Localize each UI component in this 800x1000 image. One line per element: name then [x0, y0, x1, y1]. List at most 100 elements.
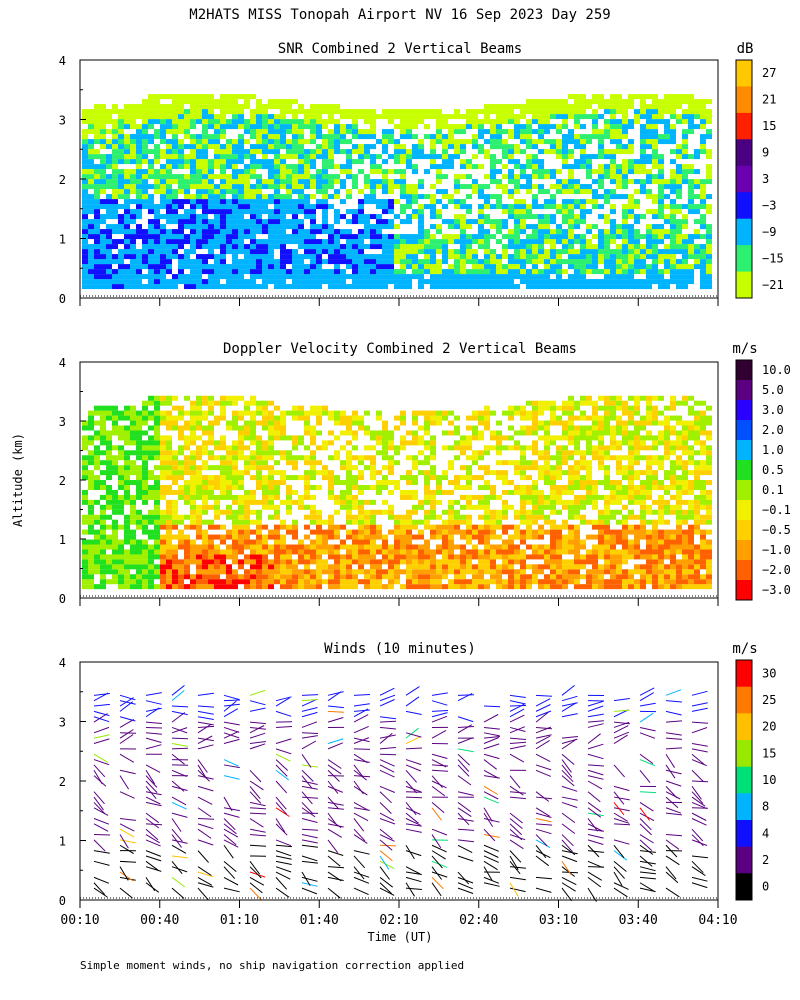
field-cell	[436, 244, 442, 250]
field-cell	[448, 219, 454, 225]
field-cell	[196, 475, 202, 481]
field-cell	[418, 274, 424, 280]
field-cell	[310, 224, 316, 230]
field-cell	[286, 194, 292, 200]
field-cell	[610, 129, 616, 135]
field-cell	[514, 159, 520, 165]
field-cell	[526, 244, 532, 250]
field-cell	[190, 139, 196, 145]
field-cell	[430, 475, 436, 481]
field-cell	[82, 455, 88, 461]
field-cell	[262, 179, 268, 185]
field-cell	[466, 249, 472, 255]
field-cell	[154, 455, 160, 461]
field-cell	[706, 109, 712, 115]
field-cell	[508, 134, 514, 140]
field-cell	[196, 259, 202, 265]
field-cell	[454, 214, 460, 220]
field-cell	[346, 519, 352, 525]
field-cell	[328, 204, 334, 210]
field-cell	[328, 284, 334, 290]
field-cell	[208, 410, 214, 416]
field-cell	[274, 415, 280, 421]
field-cell	[106, 129, 112, 135]
field-cell	[148, 554, 154, 560]
field-cell	[586, 104, 592, 110]
field-cell	[370, 164, 376, 170]
field-cell	[148, 204, 154, 210]
field-cell	[688, 239, 694, 245]
field-cell	[142, 174, 148, 180]
field-cell	[616, 174, 622, 180]
field-cell	[610, 279, 616, 285]
field-cell	[388, 435, 394, 441]
field-cell	[526, 184, 532, 190]
field-cell	[208, 420, 214, 426]
field-cell	[190, 460, 196, 466]
field-cell	[94, 420, 100, 426]
field-cell	[328, 159, 334, 165]
field-cell	[406, 574, 412, 580]
field-cell	[190, 244, 196, 250]
field-cell	[574, 269, 580, 275]
field-cell	[370, 114, 376, 120]
field-cell	[340, 214, 346, 220]
field-cell	[124, 514, 130, 520]
field-cell	[466, 259, 472, 265]
field-cell	[148, 579, 154, 585]
field-cell	[490, 144, 496, 150]
field-cell	[316, 179, 322, 185]
field-cell	[214, 149, 220, 155]
field-cell	[652, 144, 658, 150]
field-cell	[652, 269, 658, 275]
field-cell	[262, 219, 268, 225]
field-cell	[424, 249, 430, 255]
colorbar-segment	[736, 271, 752, 299]
field-cell	[370, 564, 376, 570]
field-cell	[256, 114, 262, 120]
colorbar-label: 3	[762, 172, 769, 186]
field-cell	[256, 109, 262, 115]
field-cell	[430, 254, 436, 260]
field-cell	[88, 499, 94, 505]
field-cell	[196, 189, 202, 195]
field-cell	[268, 494, 274, 500]
field-cell	[166, 239, 172, 245]
field-cell	[136, 445, 142, 451]
field-cell	[286, 455, 292, 461]
field-cell	[82, 214, 88, 220]
field-cell	[202, 529, 208, 535]
field-cell	[616, 194, 622, 200]
field-cell	[232, 144, 238, 150]
field-cell	[268, 239, 274, 245]
field-cell	[262, 144, 268, 150]
field-cell	[532, 154, 538, 160]
field-cell	[244, 129, 250, 135]
field-cell	[250, 239, 256, 245]
field-cell	[232, 199, 238, 205]
field-cell	[400, 489, 406, 495]
field-cell	[358, 579, 364, 585]
field-cell	[184, 410, 190, 416]
field-cell	[460, 174, 466, 180]
field-cell	[406, 564, 412, 570]
field-cell	[214, 219, 220, 225]
field-cell	[280, 244, 286, 250]
field-cell	[280, 104, 286, 110]
field-cell	[682, 134, 688, 140]
field-cell	[220, 109, 226, 115]
colorbar-label: 15	[762, 119, 776, 133]
field-cell	[340, 584, 346, 590]
field-cell	[208, 574, 214, 580]
field-cell	[94, 149, 100, 155]
field-cell	[358, 284, 364, 290]
field-cell	[226, 480, 232, 486]
field-cell	[256, 584, 262, 590]
field-cell	[112, 224, 118, 230]
field-cell	[454, 499, 460, 505]
field-cell	[112, 504, 118, 510]
field-cell	[394, 279, 400, 285]
field-cell	[334, 174, 340, 180]
field-cell	[514, 264, 520, 270]
field-cell	[340, 149, 346, 155]
